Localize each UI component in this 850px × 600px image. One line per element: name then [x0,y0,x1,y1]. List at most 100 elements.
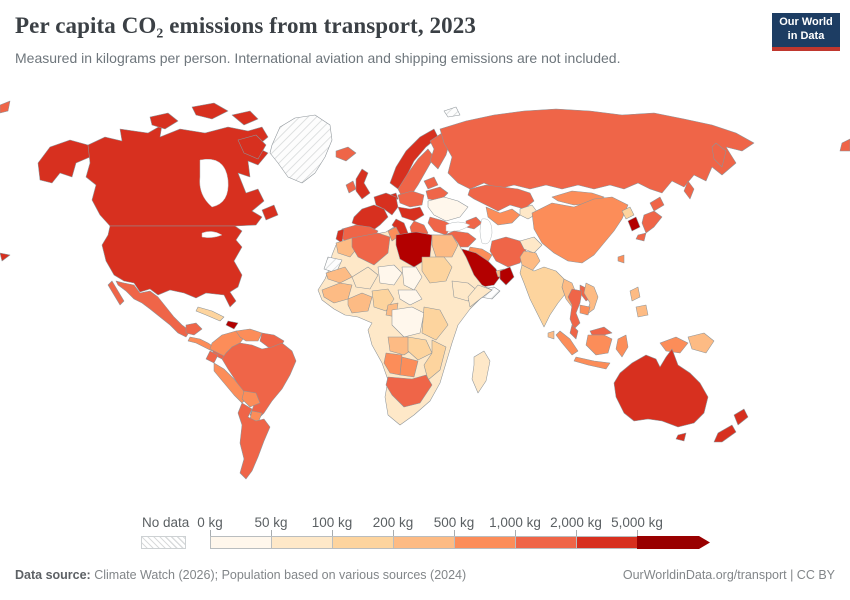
legend-bin[interactable] [454,536,515,549]
legend-bin[interactable] [576,536,637,549]
region-north-korea[interactable] [621,206,635,220]
region-poland[interactable] [397,190,425,208]
region-philippines-mindanao[interactable] [635,304,649,318]
region-svalbard[interactable] [443,106,461,118]
legend-tick-label: 0 kg [197,515,223,530]
region-vietnam[interactable] [583,282,599,316]
region-alaska[interactable] [37,139,91,184]
data-source-text: Climate Watch (2026); Population based o… [90,568,467,582]
region-south-africa[interactable] [385,374,433,408]
region-chad[interactable] [401,266,423,291]
region-baltics[interactable] [423,176,439,190]
no-data-label: No data [142,515,190,530]
region-japan-kyushu[interactable] [635,232,647,242]
region-central-asia[interactable] [485,206,521,226]
region-germany[interactable] [373,192,399,216]
region-united-states[interactable] [101,225,243,308]
region-canada-arctic[interactable] [231,110,259,126]
region-cuba[interactable] [195,306,225,322]
region-kazakhstan[interactable] [467,184,535,212]
region-sudan[interactable] [421,256,453,284]
region-mauritania[interactable] [325,266,353,284]
region-oman[interactable] [499,266,515,286]
region-india[interactable] [519,264,573,328]
region-united-kingdom[interactable] [355,168,371,200]
region-malaysia[interactable] [569,324,579,340]
region-west-papua[interactable] [659,336,689,354]
region-ukraine[interactable] [427,196,469,222]
region-bolivia[interactable] [241,390,261,408]
region-cambodia[interactable] [579,304,591,316]
region-baffin-island[interactable] [237,134,267,160]
region-papua-new-guinea[interactable] [687,332,715,354]
region-namibia[interactable] [383,352,403,376]
region-afghanistan[interactable] [519,236,543,254]
region-yucatan[interactable] [185,322,203,336]
region-iran[interactable] [489,236,527,268]
legend-bin[interactable] [271,536,332,549]
region-algeria[interactable] [351,232,391,266]
region-sri-lanka[interactable] [547,330,555,340]
region-venezuela[interactable] [235,328,263,342]
region-australia[interactable] [613,348,709,428]
region-japan-hokkaido[interactable] [649,196,665,212]
region-egypt[interactable] [431,234,459,258]
region-new-zealand-south[interactable] [713,424,737,443]
region-kalimantan[interactable] [585,334,613,356]
region-sumatra[interactable] [555,330,579,356]
region-ghana-ivory-coast[interactable] [347,292,373,314]
region-thailand[interactable] [567,288,583,330]
legend-bin[interactable] [210,536,271,549]
region-hawaii[interactable] [0,252,11,262]
legend-bin[interactable] [393,536,454,549]
region-mali[interactable] [351,266,379,290]
region-central-europe[interactable] [397,206,425,222]
region-argentina-chile[interactable] [237,402,271,480]
region-zambia-zimbabwe[interactable] [407,336,433,361]
region-japan-honshu[interactable] [641,210,663,234]
region-canada-arctic[interactable] [191,102,229,120]
region-philippines-luzon[interactable] [629,286,641,302]
region-borneo-malaysia[interactable] [589,326,613,336]
region-niger[interactable] [377,264,403,286]
region-canada-arctic[interactable] [149,112,179,130]
no-data-swatch[interactable] [141,536,186,549]
region-java[interactable] [573,356,611,370]
legend-tick-label: 5,000 kg [611,515,663,530]
region-sulawesi[interactable] [615,334,629,358]
legend-tick-line [271,530,272,536]
region-russia[interactable] [439,108,755,194]
region-taiwan[interactable] [617,254,625,264]
region-new-zealand-north[interactable] [733,408,749,426]
region-ireland[interactable] [345,180,357,194]
region-south-korea[interactable] [627,216,641,232]
region-hispaniola[interactable] [225,320,239,330]
region-chukotka-fragment[interactable] [839,138,850,152]
legend-bin[interactable] [515,536,576,549]
region-kamchatka[interactable] [711,142,727,168]
region-caucasus[interactable] [465,216,483,230]
region-sakhalin[interactable] [683,180,695,200]
region-chukotka-fragment[interactable] [0,100,11,114]
credit-link[interactable]: OurWorldinData.org/transport | CC BY [622,568,835,582]
owid-logo-text: Our World in Data [779,16,833,42]
region-dr-congo[interactable] [391,306,425,338]
region-mexico[interactable] [115,280,191,338]
region-newfoundland[interactable] [261,204,279,221]
region-greenland[interactable] [269,114,333,184]
region-china[interactable] [531,196,629,264]
region-madagascar[interactable] [471,350,491,394]
region-iceland[interactable] [335,146,357,162]
region-brazil[interactable] [221,342,297,422]
region-central-african-republic[interactable] [397,289,423,306]
region-somalia[interactable] [467,284,493,308]
legend-bin[interactable] [332,536,393,549]
owid-logo[interactable]: Our World in Data [772,13,840,51]
region-baja-california[interactable] [107,280,125,306]
region-central-america[interactable] [187,336,215,352]
region-tasmania[interactable] [675,432,687,442]
region-kenya-tanzania[interactable] [421,306,449,341]
legend-bin[interactable] [637,536,710,549]
region-botswana[interactable] [399,356,419,378]
